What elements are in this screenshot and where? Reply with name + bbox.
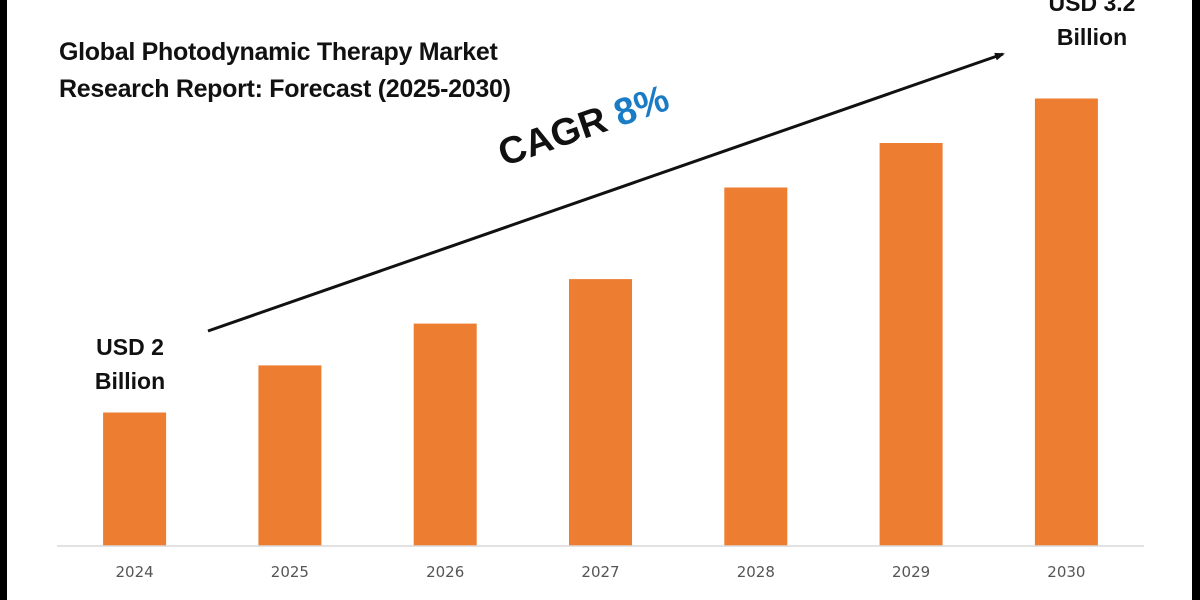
x-tick-label-2030: 2030 — [1047, 563, 1085, 581]
x-tick-labels: 2024 2025 2026 2027 2028 2029 2030 — [116, 563, 1086, 581]
chart-canvas: 2024 2025 2026 2027 2028 2029 2030 Global Phot… — [7, 0, 1192, 600]
growth-arrow — [207, 52, 1005, 333]
x-tick-label-2028: 2028 — [737, 563, 775, 581]
end-value-annotation: USD 3.2 Billion — [1037, 0, 1147, 54]
bar-chart: 2024 2025 2026 2027 2028 2029 2030 — [57, 52, 1144, 581]
bar-2029 — [879, 143, 943, 546]
x-tick-label-2029: 2029 — [892, 563, 930, 581]
chart-title-line-2: Research Report: Forecast (2025-2030) — [59, 75, 511, 103]
x-tick-label-2027: 2027 — [581, 563, 619, 581]
x-tick-label-2024: 2024 — [116, 563, 154, 581]
chart-title-line-1: Global Photodynamic Therapy Market — [59, 38, 498, 66]
bar-2025 — [258, 365, 322, 546]
end-value-line-2: Billion — [1056, 24, 1128, 50]
start-value-annotation: USD 2 Billion — [87, 330, 173, 398]
x-tick-label-2025: 2025 — [271, 563, 309, 581]
start-value-line-2: Billion — [94, 368, 166, 394]
bar-2024 — [103, 412, 167, 546]
x-tick-label-2026: 2026 — [426, 563, 464, 581]
bar-2027 — [569, 279, 632, 546]
bar-2028 — [724, 187, 788, 546]
bar-2030 — [1034, 98, 1098, 546]
chart-title: Global Photodynamic Therapy Market Resea… — [59, 34, 511, 108]
start-value-line-1: USD 2 — [96, 334, 164, 360]
end-value-line-1: USD 3.2 — [1048, 0, 1136, 16]
bars-group — [103, 98, 1098, 546]
bar-2026 — [413, 323, 477, 546]
